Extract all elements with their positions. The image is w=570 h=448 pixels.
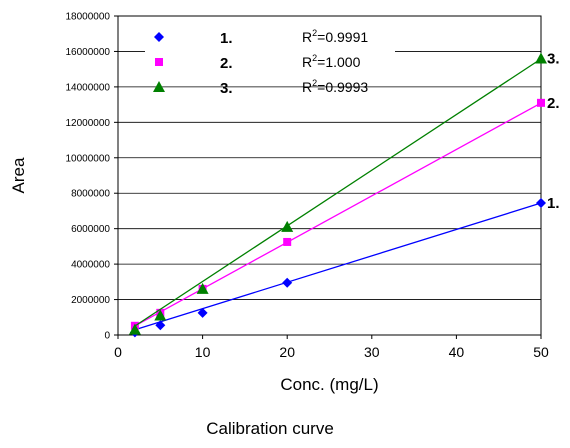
legend-marker [154, 32, 164, 42]
series-group [128, 52, 547, 338]
series-2-point [283, 237, 292, 246]
series-2 [130, 98, 545, 330]
r-squared-value: =1.000 [317, 54, 360, 70]
x-tick-label: 40 [449, 344, 465, 360]
series-3-point [281, 220, 294, 232]
x-tick-label: 10 [195, 344, 211, 360]
series-2-trendline [134, 102, 542, 327]
series-1-point [155, 320, 166, 331]
y-tick-label: 18000000 [66, 12, 111, 23]
x-tick-label: 50 [533, 344, 549, 360]
series-2-end-label: 2. [547, 95, 560, 112]
y-tick-label: 16000000 [66, 47, 111, 58]
series-1-point [282, 277, 293, 288]
r-squared-value: =0.9993 [317, 79, 368, 95]
y-tick-label: 10000000 [66, 153, 111, 164]
y-tick-label: 6000000 [71, 224, 110, 235]
axis-ticks: 0 2000000 4000000 6000000 8000000 10000000 120… [66, 12, 549, 361]
series-3-trendline [134, 58, 542, 327]
y-tick-label: 0 [104, 331, 110, 342]
legend-label: 1. [220, 30, 233, 47]
x-axis-title: Conc. (mg/L) [280, 375, 378, 394]
series-3-point [128, 323, 141, 335]
legend-marker [153, 81, 165, 92]
x-tick-label: 20 [279, 344, 295, 360]
y-tick-label: 12000000 [66, 118, 111, 129]
legend-label: 3. [220, 80, 233, 97]
legend: 1. R2=0.9991 2. R2=1.000 3. R2=0.9993 [153, 28, 368, 97]
y-axis-title: Area [9, 157, 28, 193]
series-1 [129, 197, 546, 338]
series-1-point [197, 307, 208, 318]
chart-caption: Calibration curve [206, 419, 334, 438]
plot-area [117, 15, 542, 336]
legend-item-3: 3. R2=0.9993 [153, 78, 368, 97]
legend-box [145, 22, 395, 82]
r-squared-label: R2=1.000 [302, 53, 361, 70]
series-3-point [154, 309, 167, 321]
series-1-trendline [134, 202, 542, 331]
series-3 [128, 52, 547, 335]
y-tick-label: 4000000 [71, 260, 110, 271]
series-3-end-label: 3. [547, 51, 560, 68]
legend-marker [155, 58, 163, 66]
x-tick-label: 30 [364, 344, 380, 360]
series-1-point [536, 197, 546, 208]
end-labels: 1. 2. 3. [547, 51, 560, 212]
series-2-point [537, 98, 545, 107]
x-tick-label: 0 [114, 344, 122, 360]
r-squared-value: =0.9991 [317, 29, 368, 45]
y-tick-label: 14000000 [66, 82, 111, 93]
series-3-point [196, 282, 209, 294]
legend-item-1: 1. R2=0.9991 [154, 28, 368, 47]
y-tick-label: 8000000 [71, 189, 110, 200]
legend-label: 2. [220, 55, 233, 72]
r-squared-label: R2=0.9993 [302, 78, 368, 95]
r-squared-label: R2=0.9991 [302, 28, 368, 45]
series-1-end-label: 1. [547, 195, 560, 212]
legend-item-2: 2. R2=1.000 [155, 53, 361, 72]
series-3-point [535, 52, 547, 64]
y-tick-label: 2000000 [71, 295, 110, 306]
